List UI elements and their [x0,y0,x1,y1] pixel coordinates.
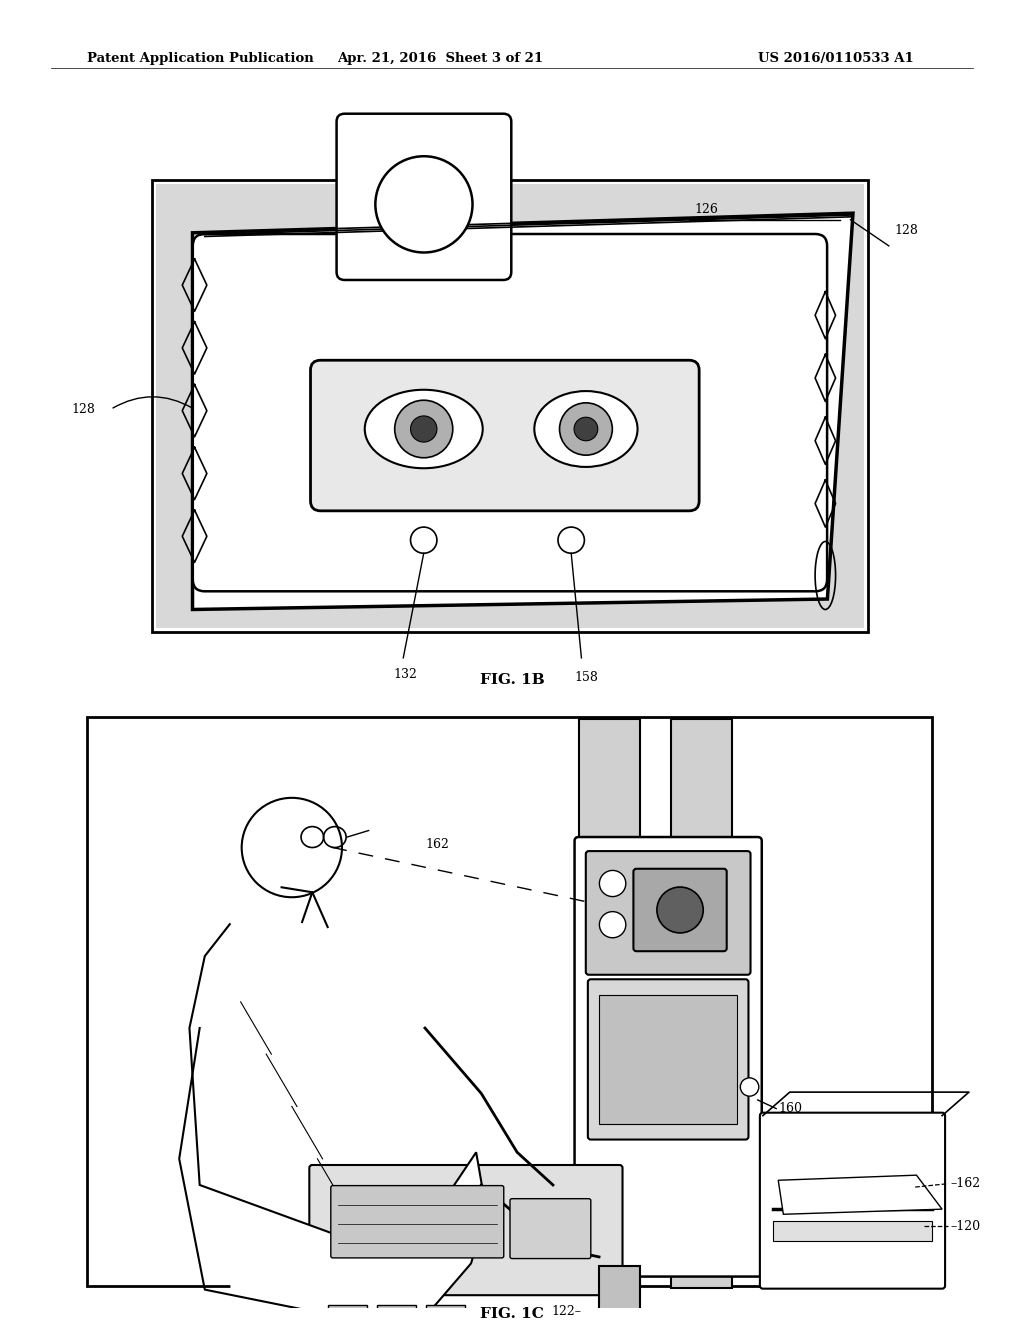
Text: 162: 162 [426,838,450,851]
Ellipse shape [535,391,638,467]
Text: Apr. 21, 2016  Sheet 3 of 21: Apr. 21, 2016 Sheet 3 of 21 [337,51,544,65]
Circle shape [411,527,437,553]
Text: FIG. 1B: FIG. 1B [479,673,545,688]
Bar [579,719,640,1288]
Polygon shape [778,1175,942,1214]
Circle shape [655,888,681,915]
Text: 132: 132 [393,668,417,681]
FancyBboxPatch shape [337,114,511,280]
Circle shape [242,797,342,898]
Circle shape [599,870,626,896]
Circle shape [559,403,612,455]
Bar [599,995,737,1123]
Text: Patent Application Publication: Patent Application Publication [87,51,313,65]
Bar [89,718,930,1284]
FancyBboxPatch shape [588,979,749,1139]
Bar [156,185,864,628]
Circle shape [740,1078,759,1096]
Text: –162: –162 [950,1177,980,1191]
FancyBboxPatch shape [310,360,699,511]
FancyBboxPatch shape [760,1113,945,1288]
Text: FIG. 1C: FIG. 1C [480,1307,544,1320]
Circle shape [657,887,703,933]
Circle shape [394,400,453,458]
Bar [773,1221,932,1242]
FancyBboxPatch shape [634,869,727,952]
Text: 128: 128 [72,403,95,416]
Bar [599,1266,640,1320]
Bar [152,181,868,632]
Circle shape [574,417,598,441]
Text: 122–: 122– [552,1305,582,1319]
Circle shape [411,416,437,442]
Bar [426,1305,465,1320]
Bar [87,717,932,1286]
Text: –120: –120 [950,1220,980,1233]
Circle shape [599,912,626,937]
FancyBboxPatch shape [510,1199,591,1258]
Bar [328,1305,367,1320]
Ellipse shape [365,389,482,469]
FancyBboxPatch shape [331,1185,504,1258]
FancyBboxPatch shape [309,1166,623,1295]
Circle shape [558,527,585,553]
FancyBboxPatch shape [574,837,762,1276]
Bar [671,719,732,1288]
Circle shape [376,156,472,252]
Text: 160: 160 [778,1102,802,1115]
FancyBboxPatch shape [586,851,751,974]
Polygon shape [189,924,486,1320]
FancyBboxPatch shape [193,234,827,591]
Polygon shape [193,214,853,610]
Text: 126: 126 [694,203,718,215]
Text: US 2016/0110533 A1: US 2016/0110533 A1 [758,51,913,65]
Bar [377,1305,416,1320]
Text: 158: 158 [574,671,598,684]
Text: 128: 128 [894,223,918,236]
